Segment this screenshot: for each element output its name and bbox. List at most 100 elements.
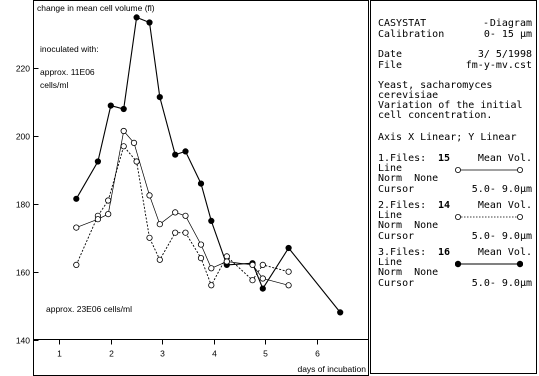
data-point — [223, 253, 230, 260]
data-point — [120, 143, 127, 150]
series-1 — [73, 14, 344, 316]
data-point — [223, 258, 230, 265]
x-axis-label: days of incubation — [297, 364, 366, 374]
data-point — [197, 180, 205, 187]
mode-label: Diagram — [489, 18, 532, 29]
series-line — [75, 16, 341, 313]
description-line: cerevisiae — [378, 90, 439, 101]
cursor-value: 5.0- 9.0µm — [471, 278, 532, 289]
date-label: Date — [378, 49, 403, 60]
series-line — [76, 130, 289, 286]
x-tick-label: 1 — [57, 349, 62, 359]
data-point — [120, 127, 127, 135]
line-swatch — [455, 214, 523, 220]
files-count: 15 — [438, 153, 451, 164]
files-measure: Mean Vol. — [477, 153, 532, 164]
files-measure: Mean Vol. — [477, 247, 532, 258]
data-point — [73, 261, 80, 268]
files-count: 14 — [438, 200, 451, 211]
cursor-label: Cursor — [378, 278, 415, 289]
norm-label: Norm None — [378, 267, 439, 278]
data-point — [156, 256, 163, 263]
data-point — [285, 282, 292, 289]
data-point — [208, 217, 215, 224]
line-swatch — [455, 260, 523, 268]
data-point — [133, 14, 140, 21]
data-point — [208, 282, 215, 289]
cursor-value: 5.0- 9.0µm — [471, 184, 532, 195]
annotation-cells-ml: cells/ml — [40, 80, 68, 90]
calibration-value: 0- 15 µm — [483, 29, 532, 40]
file-label: File — [378, 60, 403, 71]
x-tick-label: 6 — [315, 349, 320, 359]
data-point — [73, 195, 80, 202]
data-point — [337, 309, 344, 316]
annotation-conc-high: approx. 11E06 — [40, 67, 95, 77]
cursor-value: 5.0- 9.0µm — [471, 231, 532, 242]
data-point — [182, 148, 189, 155]
data-point — [146, 234, 153, 241]
data-point — [197, 255, 205, 262]
data-point — [259, 275, 266, 282]
cursor-label: Cursor — [378, 231, 415, 242]
data-point — [172, 209, 179, 216]
data-point — [172, 229, 179, 236]
norm-label: Norm None — [378, 173, 439, 184]
data-point — [130, 139, 138, 146]
file-value: fm-y-mv.cst — [465, 60, 532, 71]
data-point — [249, 277, 256, 284]
data-point — [156, 221, 163, 228]
x-tick-label: 4 — [212, 349, 217, 359]
data-point — [249, 261, 256, 268]
calibration-label: Calibration — [378, 29, 445, 40]
data-point — [107, 102, 114, 109]
data-point — [172, 151, 179, 158]
chart-title: change in mean cell volume (fl) — [37, 3, 155, 13]
data-point — [156, 94, 163, 101]
data-point — [285, 244, 292, 252]
files-measure: Mean Vol. — [477, 200, 532, 211]
norm-label: Norm None — [378, 220, 439, 231]
files-label: 3.Files: — [378, 247, 427, 258]
data-point — [182, 212, 189, 219]
description-line: Yeast, sacharomyces — [378, 80, 493, 91]
app-name: CASYSTAT — [378, 18, 427, 29]
line-label: Line — [378, 257, 403, 268]
data-point — [146, 19, 153, 26]
axis-info: Axis X Linear; Y Linear — [378, 132, 517, 143]
data-point — [197, 241, 205, 248]
data-point — [94, 158, 102, 165]
line-label: Line — [378, 210, 403, 221]
files-count: 16 — [438, 247, 451, 258]
data-point — [146, 192, 153, 199]
line-swatch — [455, 167, 523, 173]
data-point — [285, 268, 292, 275]
x-tick-label: 5 — [263, 349, 268, 359]
y-tick-label: 160 — [16, 268, 30, 278]
data-point — [120, 105, 127, 113]
line-label: Line — [378, 163, 403, 174]
series-3 — [73, 127, 292, 289]
data-point — [259, 261, 266, 268]
annotation-inoculated: inoculated with: — [40, 44, 99, 54]
data-point — [259, 285, 266, 292]
data-point — [133, 158, 140, 165]
info-panel: CASYSTAT - Diagram Calibration 0- 15 µm … — [370, 0, 537, 374]
data-point — [73, 224, 80, 231]
series-2 — [73, 143, 292, 289]
cursor-label: Cursor — [378, 184, 415, 195]
y-tick-label: 140 — [16, 336, 30, 346]
data-point — [94, 216, 102, 223]
y-tick-label: 180 — [16, 200, 30, 210]
y-tick-label: 220 — [16, 64, 30, 74]
x-tick-label: 3 — [160, 349, 165, 359]
description-line: Variation of the initial — [378, 100, 523, 111]
annotation-conc-low: approx. 23E06 cells/ml — [46, 304, 132, 314]
data-point — [208, 265, 215, 272]
data-point — [182, 229, 189, 236]
y-tick-label: 200 — [16, 132, 30, 142]
date-value: 3/ 5/1998 — [477, 49, 532, 60]
title-dash: - — [483, 18, 490, 29]
files-label: 2.Files: — [378, 200, 427, 211]
description-line: cell concentration. — [378, 110, 493, 121]
